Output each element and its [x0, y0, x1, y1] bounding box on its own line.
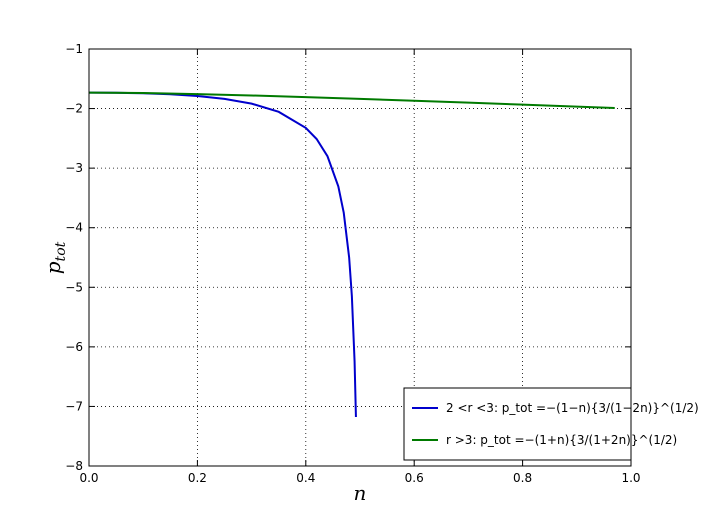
y-tick-label: −5	[65, 280, 83, 294]
plot-frame	[88, 48, 632, 467]
legend-box	[403, 387, 632, 461]
x-tick-label: 0.4	[296, 471, 315, 485]
line-series	[88, 91, 615, 109]
x-tick-label: 0.6	[405, 471, 424, 485]
y-tick-label: −8	[65, 459, 83, 473]
x-axis-label: n	[354, 481, 367, 505]
y-axis-label-main: p	[41, 261, 65, 274]
y-tick-label: −4	[65, 221, 83, 235]
y-tick-label: −6	[65, 340, 83, 354]
legend-label: r >3: p_tot =−(1+n){3/(1+2n)}^(1/2)	[446, 433, 677, 447]
x-tick-label: 0.2	[188, 471, 207, 485]
y-tick-label: −3	[65, 161, 83, 175]
y-tick-label: −1	[65, 42, 83, 56]
y-tick-label: −7	[65, 399, 83, 413]
y-tick-label: −2	[65, 102, 83, 116]
legend-label: 2 <r <3: p_tot =−(1−n){3/(1−2n)}^(1/2)	[446, 401, 699, 415]
x-tick-label: 1.0	[621, 471, 640, 485]
x-tick-label: 0.0	[79, 471, 98, 485]
x-tick-label: 0.8	[513, 471, 532, 485]
y-axis-label: ptot	[41, 241, 69, 274]
y-axis-label-sub: tot	[53, 241, 69, 261]
